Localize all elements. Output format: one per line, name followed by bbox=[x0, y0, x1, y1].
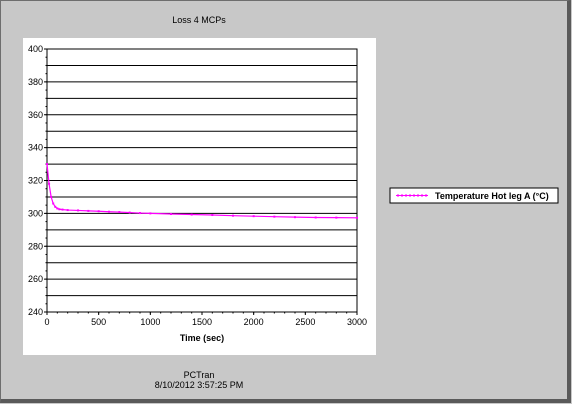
x-tick-label: 1000 bbox=[140, 317, 160, 327]
data-point bbox=[97, 210, 100, 213]
grid-lines bbox=[47, 64, 357, 297]
data-point bbox=[77, 209, 79, 212]
x-tick-label: 500 bbox=[91, 317, 106, 327]
legend-marker bbox=[405, 194, 407, 197]
x-tick-label: 2500 bbox=[295, 317, 315, 327]
chart-title: Loss 4 MCPs bbox=[172, 15, 226, 25]
data-point bbox=[56, 207, 59, 210]
series-layer bbox=[46, 163, 358, 219]
legend-box bbox=[389, 187, 559, 204]
data-point bbox=[170, 213, 172, 216]
data-point bbox=[66, 209, 69, 212]
footer-timestamp: 8/10/2012 3:57:25 PM bbox=[155, 380, 244, 390]
data-point bbox=[211, 214, 214, 217]
data-point bbox=[46, 163, 48, 166]
y-tick-label: 340 bbox=[28, 143, 43, 153]
y-tick-label: 320 bbox=[28, 176, 43, 186]
x-tick-label: 3000 bbox=[347, 317, 367, 327]
y-tick-label: 380 bbox=[28, 77, 43, 87]
x-axis-title: Time (sec) bbox=[180, 333, 224, 343]
data-point bbox=[252, 215, 255, 218]
data-point bbox=[108, 210, 110, 213]
data-point bbox=[61, 208, 64, 211]
x-axis: 0 500 1000 1500 2000 2500 3000 bbox=[44, 312, 367, 327]
y-tick-label: 240 bbox=[28, 307, 43, 317]
data-point bbox=[54, 205, 57, 208]
footer-app-name: PCTran bbox=[184, 370, 215, 380]
data-point bbox=[149, 212, 152, 215]
y-tick-label: 400 bbox=[28, 44, 43, 54]
data-point bbox=[335, 216, 338, 219]
legend-marker bbox=[409, 194, 411, 197]
x-tick-label: 0 bbox=[44, 317, 49, 327]
data-point bbox=[356, 216, 358, 219]
legend-marker bbox=[425, 194, 427, 197]
legend-marker bbox=[401, 194, 403, 197]
data-point bbox=[48, 182, 51, 185]
legend-label: Temperature Hot leg A (°C) bbox=[435, 191, 549, 201]
legend-marker bbox=[413, 194, 415, 197]
data-point bbox=[128, 211, 131, 214]
legend: Temperature Hot leg A (°C) bbox=[389, 187, 559, 204]
data-point bbox=[139, 212, 141, 215]
data-point bbox=[52, 202, 55, 205]
x-tick-label: 1500 bbox=[192, 317, 212, 327]
legend-marker bbox=[417, 194, 419, 197]
data-point bbox=[314, 216, 317, 219]
data-point bbox=[273, 215, 276, 218]
legend-marker bbox=[421, 194, 423, 197]
y-tick-label: 280 bbox=[28, 241, 43, 251]
data-point bbox=[190, 213, 193, 216]
y-tick-label: 360 bbox=[28, 110, 43, 120]
y-axis: 240 260 280 300 320 340 360 380 400 bbox=[28, 44, 47, 317]
y-tick-label: 260 bbox=[28, 274, 43, 284]
data-point bbox=[294, 216, 296, 219]
data-point bbox=[118, 211, 121, 214]
x-tick-label: 2000 bbox=[244, 317, 264, 327]
legend-marker bbox=[397, 194, 399, 197]
data-point bbox=[87, 209, 90, 212]
y-tick-label: 300 bbox=[28, 208, 43, 218]
data-point bbox=[232, 214, 234, 217]
data-point bbox=[50, 195, 53, 198]
data-point bbox=[58, 208, 61, 211]
